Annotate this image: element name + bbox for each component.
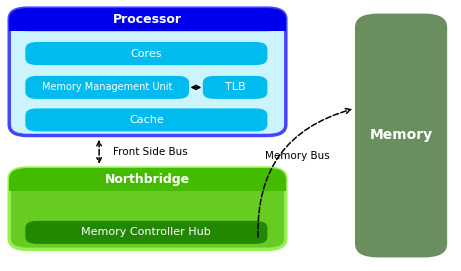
- FancyBboxPatch shape: [25, 108, 267, 131]
- Text: Cache: Cache: [129, 115, 164, 125]
- FancyBboxPatch shape: [25, 42, 267, 65]
- FancyBboxPatch shape: [9, 168, 286, 249]
- FancyBboxPatch shape: [355, 14, 447, 257]
- FancyBboxPatch shape: [25, 76, 189, 99]
- Bar: [9, 18, 286, 31]
- Text: Memory: Memory: [370, 128, 432, 143]
- Text: Processor: Processor: [113, 13, 182, 26]
- FancyBboxPatch shape: [9, 168, 286, 191]
- Text: Memory Bus: Memory Bus: [265, 151, 330, 161]
- FancyBboxPatch shape: [25, 221, 267, 244]
- Bar: [9, 178, 286, 191]
- FancyBboxPatch shape: [9, 8, 286, 136]
- Text: Memory Management Unit: Memory Management Unit: [42, 82, 172, 92]
- Text: Northbridge: Northbridge: [105, 173, 190, 186]
- FancyBboxPatch shape: [203, 76, 267, 99]
- FancyBboxPatch shape: [9, 8, 286, 31]
- Text: Cores: Cores: [130, 49, 162, 59]
- Text: Memory Controller Hub: Memory Controller Hub: [82, 227, 211, 237]
- Text: TLB: TLB: [225, 82, 245, 92]
- FancyArrowPatch shape: [258, 109, 351, 237]
- Text: Front Side Bus: Front Side Bus: [113, 147, 188, 157]
